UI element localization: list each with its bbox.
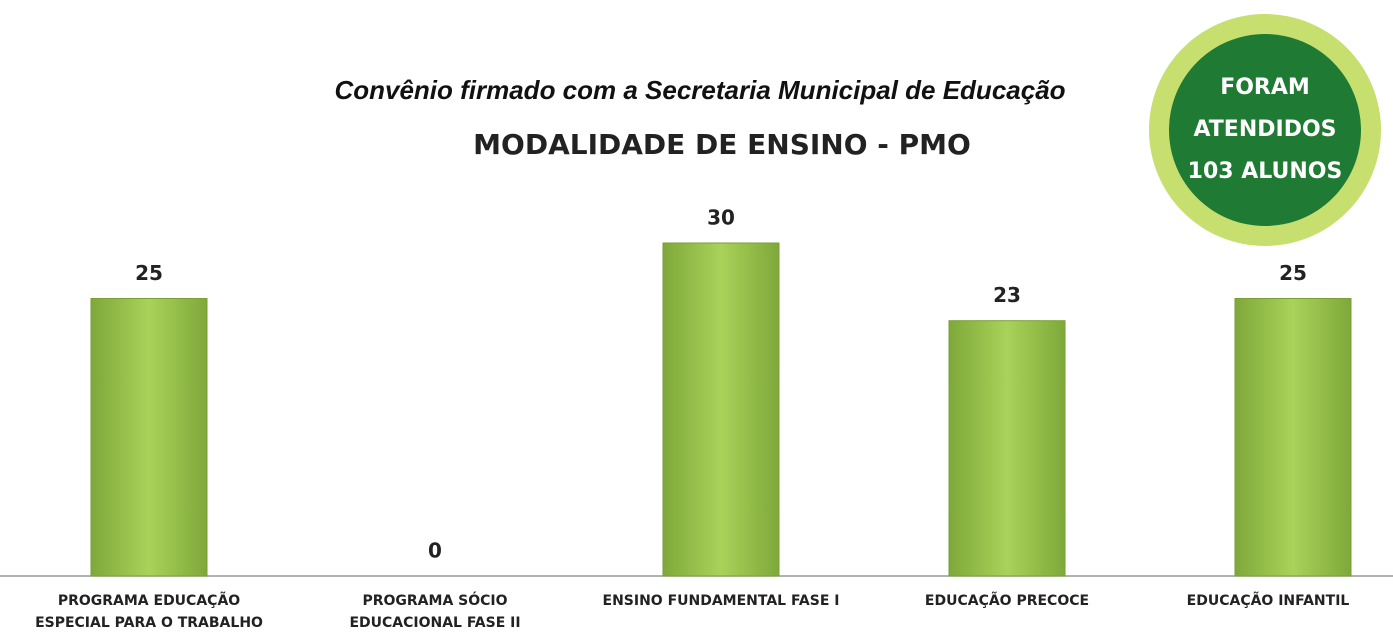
value-label: 30 — [707, 206, 735, 230]
value-label: 25 — [1279, 261, 1307, 285]
x-tick-label: PROGRAMA EDUCAÇÃO ESPECIAL PARA O TRABAL… — [35, 593, 263, 631]
badge-text: ATENDIDOS — [1193, 117, 1336, 142]
value-label: 25 — [135, 261, 163, 285]
value-label: 0 — [428, 539, 442, 563]
value-label: 23 — [993, 283, 1021, 307]
badge — [1169, 34, 1361, 226]
bar — [90, 298, 208, 577]
chart-title: MODALIDADE DE ENSINO - PMO — [473, 128, 971, 161]
x-tick-label: EDUCAÇÃO INFANTIL — [1186, 593, 1350, 609]
x-tick-label: ENSINO FUNDAMENTAL FASE I — [602, 593, 840, 609]
bar — [662, 242, 780, 577]
badge-text: FORAM — [1220, 75, 1310, 100]
chart-subtitle: Convênio firmado com a Secretaria Munici… — [334, 75, 1065, 105]
x-tick-label: EDUCAÇÃO PRECOCE — [924, 593, 1090, 609]
badge-text: 103 ALUNOS — [1188, 159, 1343, 184]
bar — [1234, 298, 1352, 577]
bar — [948, 320, 1066, 577]
x-tick-label: PROGRAMA SÓCIO EDUCACIONAL FASE II — [349, 593, 521, 631]
